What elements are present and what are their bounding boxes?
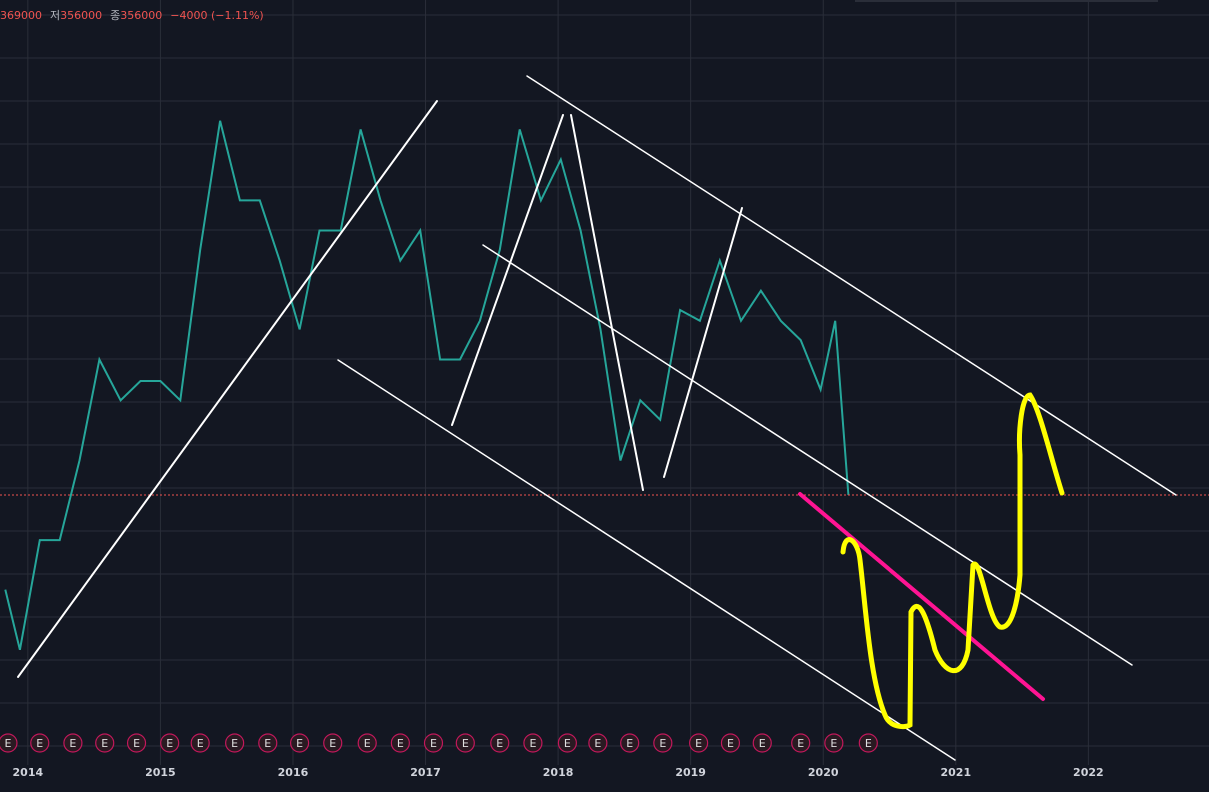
earnings-label: E (727, 737, 734, 750)
earnings-label: E (430, 737, 437, 750)
earnings-marker (225, 733, 245, 753)
earnings-marker (63, 733, 83, 753)
earnings-marker (588, 733, 608, 753)
header-item: −4000 (−1.11%) (170, 9, 263, 22)
earnings-marker (824, 733, 844, 753)
x-tick-label: 2020 (808, 766, 839, 779)
channel-line (526, 75, 1177, 496)
trendline (570, 114, 644, 491)
earnings-marker (423, 733, 444, 753)
earnings-marker (0, 733, 18, 753)
earnings-label: E (759, 737, 766, 750)
earnings-marker (490, 733, 510, 753)
freehand-projection (840, 392, 1065, 730)
trendline (17, 100, 438, 678)
ohlc-header: 369000 저356000 종356000 −4000 (−1.11%) (0, 9, 264, 22)
earnings-marker (620, 733, 640, 753)
earnings-marker (190, 733, 210, 753)
earnings-label: E (69, 737, 76, 750)
x-tick-label: 2015 (145, 766, 176, 779)
earnings-label: E (264, 737, 271, 750)
x-tick-label: 2021 (940, 766, 971, 779)
header-item: 356000 (60, 9, 102, 22)
earnings-marker (557, 733, 577, 753)
earnings-marker (752, 733, 772, 753)
earnings-label: E (564, 737, 571, 750)
header-item: 종 (110, 9, 120, 22)
earnings-marker (30, 733, 50, 753)
earnings-label: E (529, 737, 536, 750)
earnings-marker (357, 733, 377, 753)
header-item: 저 (50, 9, 60, 22)
earnings-marker (126, 733, 147, 753)
earnings-label: E (197, 737, 204, 750)
earnings-label: E (496, 737, 503, 750)
pink-line (798, 492, 1045, 701)
x-tick-label: 2017 (410, 766, 441, 779)
earnings-marker (160, 733, 180, 753)
earnings-marker (653, 733, 673, 753)
earnings-marker (455, 733, 475, 753)
earnings-label: E (101, 737, 108, 750)
earnings-marker (258, 733, 278, 753)
earnings-label: E (797, 737, 804, 750)
channel-line (337, 359, 956, 761)
earnings-label: E (36, 737, 43, 750)
earnings-marker (390, 733, 410, 753)
earnings-marker (523, 733, 543, 753)
x-tick-label: 2018 (543, 766, 574, 779)
trendline (451, 114, 564, 426)
earnings-marker (323, 733, 343, 753)
x-tick-label: 2014 (13, 766, 44, 779)
price-line (4, 120, 850, 651)
user-drawings (17, 75, 1177, 761)
earnings-label: E (659, 737, 666, 750)
earnings-label: E (397, 737, 404, 750)
trendline (663, 207, 743, 478)
earnings-label: E (166, 737, 173, 750)
earnings-label: E (296, 737, 303, 750)
earnings-label: E (231, 737, 238, 750)
earnings-marker (95, 733, 115, 753)
earnings-label: E (830, 737, 837, 750)
x-tick-label: 2016 (278, 766, 309, 779)
earnings-label: E (364, 737, 371, 750)
earnings-marker (689, 733, 709, 753)
earnings-label: E (594, 737, 601, 750)
earnings-marker (720, 733, 741, 753)
channel-line (482, 244, 1133, 666)
earnings-label: E (133, 737, 140, 750)
header-item: 356000 (120, 9, 162, 22)
earnings-label: E (462, 737, 469, 750)
header-item: 369000 (0, 9, 42, 22)
earnings-label: E (4, 737, 11, 750)
earnings-label: E (626, 737, 633, 750)
earnings-label: E (329, 737, 336, 750)
toolbar-edge (855, 0, 1158, 2)
earnings-label: E (695, 737, 702, 750)
x-tick-label: 2019 (675, 766, 706, 779)
earnings-marker (791, 733, 811, 753)
x-tick-label: 2022 (1073, 766, 1104, 779)
earnings-marker (289, 733, 310, 753)
earnings-marker (858, 733, 878, 753)
earnings-label: E (865, 737, 872, 750)
